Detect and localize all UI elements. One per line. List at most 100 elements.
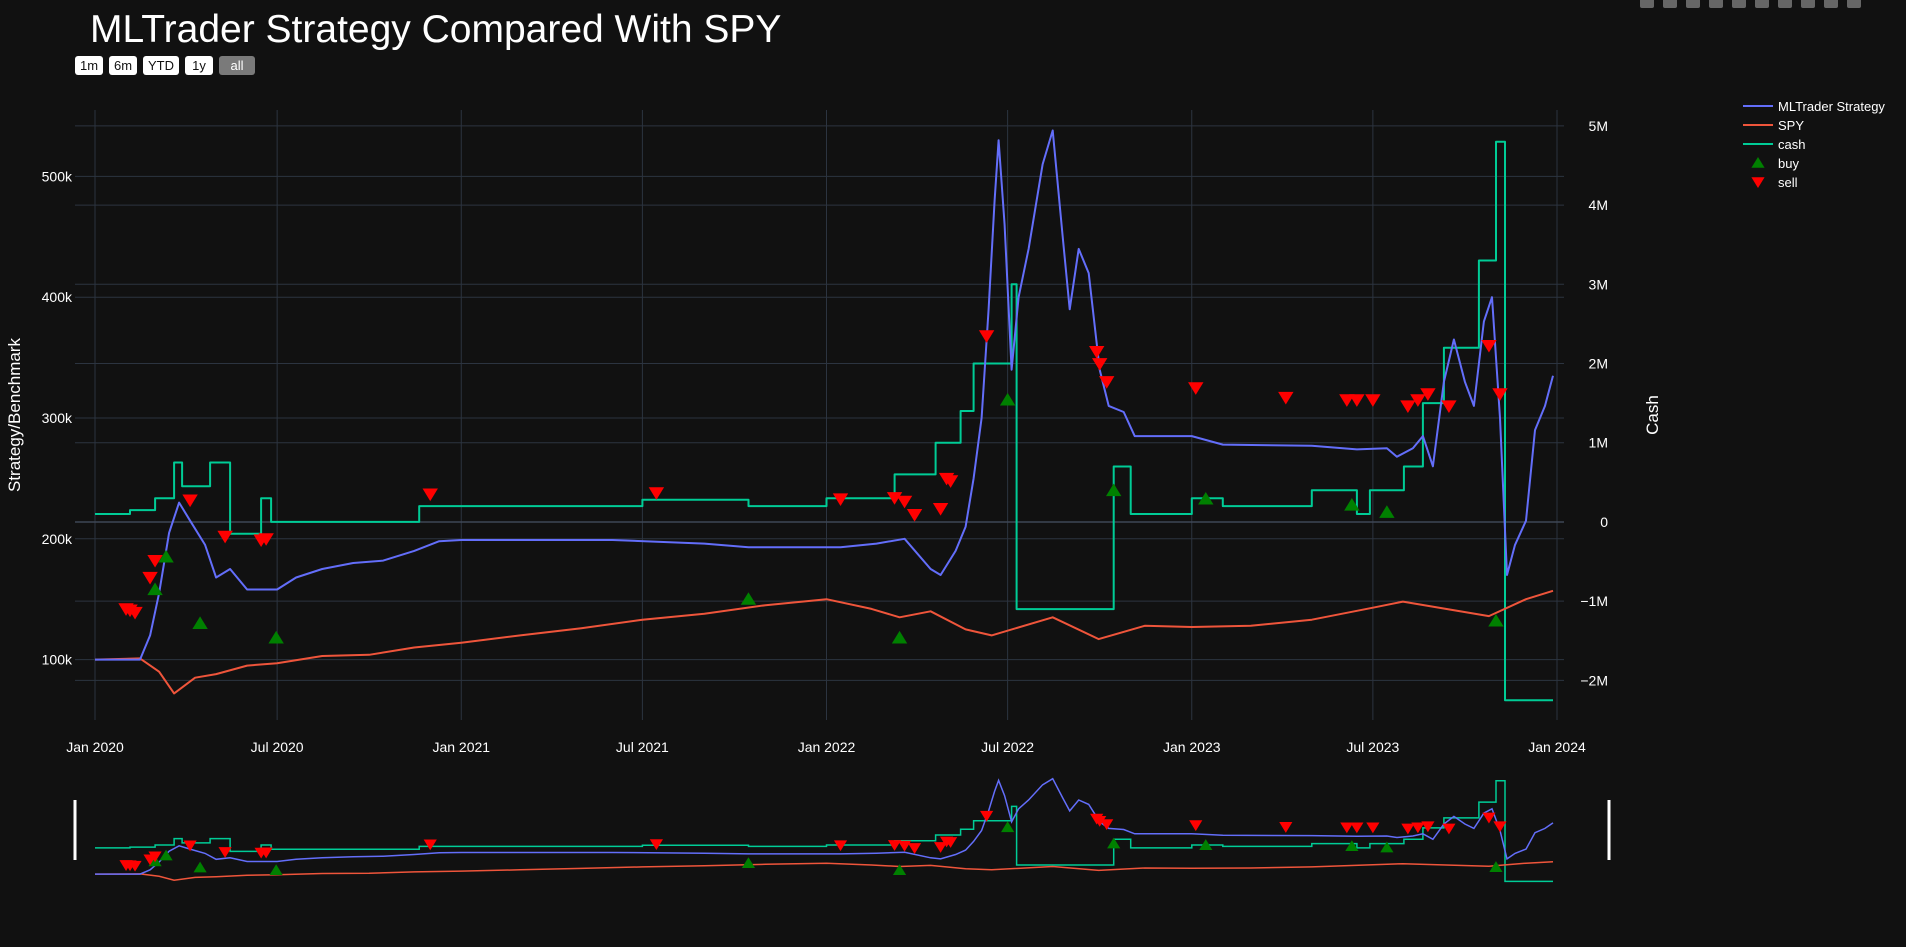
sell-marker[interactable] — [1349, 394, 1365, 407]
y2-axis: −2M −1M 0 1M 2M 3M 4M 5M — [1580, 118, 1608, 689]
lasso-icon[interactable] — [1732, 0, 1746, 8]
home-icon[interactable] — [1824, 0, 1838, 8]
mini-buy-marker — [1489, 861, 1503, 872]
range-button-1y[interactable]: 1y — [185, 56, 213, 75]
pan-icon[interactable] — [1686, 0, 1700, 8]
marker-layer[interactable] — [118, 330, 1508, 644]
buy-marker[interactable] — [891, 630, 908, 644]
sell-marker[interactable] — [1420, 388, 1436, 401]
sell-marker[interactable] — [1091, 358, 1108, 371]
buy-marker[interactable] — [147, 582, 163, 596]
series-line-spy[interactable] — [94, 589, 1554, 695]
buy-marker[interactable] — [268, 630, 284, 644]
mini-sell-marker — [1401, 823, 1415, 835]
mini-buy-marker — [741, 857, 756, 869]
mini-sell-marker — [833, 840, 848, 852]
buy-marker[interactable] — [740, 592, 757, 605]
sell-marker[interactable] — [648, 487, 665, 500]
mini-sell-marker — [1366, 822, 1380, 834]
legend-label: SPY — [1778, 118, 1804, 133]
sell-marker[interactable] — [896, 495, 913, 509]
buy-marker[interactable] — [1105, 483, 1122, 497]
range-button-6m[interactable]: 6m — [109, 56, 137, 75]
sell-marker[interactable] — [1410, 394, 1426, 407]
sell-marker[interactable] — [1492, 388, 1508, 401]
plotly-logo-icon-shape — [1847, 0, 1861, 8]
y-tick-label: 500k — [42, 168, 73, 184]
sell-marker[interactable] — [182, 494, 198, 508]
sell-marker[interactable] — [1400, 400, 1416, 413]
buy-marker[interactable] — [1488, 613, 1504, 627]
box-select-icon-shape — [1709, 0, 1723, 8]
sell-marker[interactable] — [422, 488, 438, 502]
sell-marker[interactable] — [1278, 391, 1294, 405]
buy-marker[interactable] — [192, 616, 208, 629]
y-tick-label: 200k — [42, 531, 73, 547]
legend-item-buy[interactable]: buy — [1751, 156, 1799, 171]
sell-marker[interactable] — [832, 493, 849, 506]
range-slider[interactable] — [73, 770, 1611, 883]
sell-marker[interactable] — [1098, 376, 1115, 389]
buy-marker[interactable] — [158, 549, 174, 563]
range-button-all[interactable]: all — [219, 56, 255, 75]
sell-marker[interactable] — [1088, 345, 1105, 359]
range-button-label: 1y — [192, 58, 206, 73]
zoom-out-icon[interactable] — [1778, 0, 1792, 8]
buy-marker[interactable] — [1198, 491, 1214, 505]
sell-marker[interactable] — [147, 554, 163, 568]
y2-tick-label: 0 — [1600, 514, 1608, 530]
sell-marker[interactable] — [978, 330, 995, 343]
series-line-mltrader-strategy[interactable] — [95, 129, 1554, 661]
sell-marker[interactable] — [258, 533, 274, 546]
legend-label: MLTrader Strategy — [1778, 99, 1885, 114]
sell-marker[interactable] — [127, 606, 143, 620]
legend-swatch — [1751, 177, 1765, 188]
sell-marker[interactable] — [886, 492, 903, 505]
legend-item-sell[interactable]: sell — [1751, 175, 1798, 190]
mini-sell-marker — [1350, 822, 1364, 834]
y-axis: 100k 200k 300k 400k 500k — [42, 168, 73, 667]
mini-sell-marker — [1093, 815, 1107, 827]
sell-marker[interactable] — [142, 571, 158, 585]
sell-marker[interactable] — [906, 509, 923, 522]
buy-marker[interactable] — [1344, 497, 1360, 511]
series-layer[interactable] — [94, 129, 1554, 702]
range-button-1m[interactable]: 1m — [75, 56, 103, 75]
mini-sell-marker — [1340, 822, 1354, 834]
legend-item-cash[interactable]: cash — [1743, 137, 1805, 152]
mini-series-line-cash — [95, 779, 1553, 883]
buy-marker[interactable] — [999, 392, 1016, 406]
sell-marker[interactable] — [1441, 400, 1457, 413]
range-button-bg — [219, 56, 255, 75]
range-button-ytd[interactable]: YTD — [143, 56, 179, 75]
y2-tick-label: −2M — [1580, 672, 1608, 688]
plotly-logo-icon[interactable] — [1847, 0, 1861, 8]
sell-marker[interactable] — [1188, 382, 1204, 395]
y-tick-label: 100k — [42, 652, 73, 668]
box-select-icon[interactable] — [1709, 0, 1723, 8]
mini-sell-marker — [897, 840, 912, 852]
x-tick-label: Jan 2024 — [1528, 739, 1586, 755]
autoscale-icon[interactable] — [1801, 0, 1815, 8]
y2-tick-label: 1M — [1589, 435, 1608, 451]
series-line-cash[interactable] — [95, 140, 1553, 702]
mini-sell-marker — [907, 843, 922, 854]
x-tick-label: Jan 2021 — [432, 739, 490, 755]
legend-item-mltrader-strategy[interactable]: MLTrader Strategy — [1743, 99, 1885, 114]
sell-marker[interactable] — [932, 503, 949, 516]
y2-tick-label: 4M — [1589, 197, 1608, 213]
sell-marker[interactable] — [217, 530, 233, 544]
zoom-icon[interactable] — [1663, 0, 1677, 8]
x-tick-label: Jul 2020 — [251, 739, 304, 755]
buy-marker[interactable] — [1379, 505, 1395, 518]
sell-marker[interactable] — [1339, 394, 1355, 407]
range-button-bg — [143, 56, 179, 75]
camera-icon[interactable] — [1640, 0, 1654, 8]
legend-item-spy[interactable]: SPY — [1743, 118, 1804, 133]
sell-marker[interactable] — [942, 475, 959, 488]
legend-label: sell — [1778, 175, 1798, 190]
zoom-in-icon[interactable] — [1755, 0, 1769, 8]
sell-marker[interactable] — [1481, 339, 1497, 353]
sell-marker[interactable] — [1365, 394, 1381, 407]
range-button-bg — [75, 56, 103, 75]
